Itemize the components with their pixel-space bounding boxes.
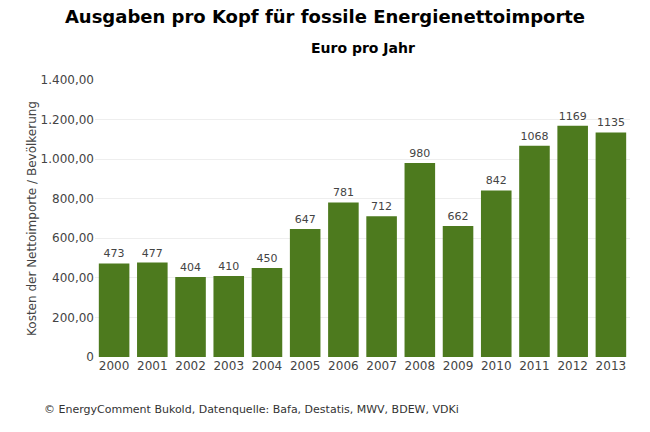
- svg-text:Euro pro Jahr: Euro pro Jahr: [311, 40, 415, 56]
- svg-text:800,00: 800,00: [52, 192, 94, 206]
- svg-text:410: 410: [218, 260, 239, 273]
- svg-text:200,00: 200,00: [52, 311, 94, 325]
- svg-text:2013: 2013: [596, 359, 627, 373]
- svg-text:0: 0: [86, 350, 94, 364]
- svg-text:2001: 2001: [137, 359, 168, 373]
- svg-text:2012: 2012: [557, 359, 588, 373]
- svg-text:2010: 2010: [481, 359, 512, 373]
- svg-text:1.200,00: 1.200,00: [41, 113, 94, 127]
- svg-text:2011: 2011: [519, 359, 550, 373]
- svg-text:477: 477: [142, 247, 163, 260]
- svg-text:1.000,00: 1.000,00: [41, 152, 94, 166]
- svg-text:1.400,00: 1.400,00: [41, 73, 94, 87]
- svg-text:600,00: 600,00: [52, 231, 94, 245]
- svg-text:980: 980: [409, 147, 430, 160]
- svg-text:404: 404: [180, 261, 201, 274]
- svg-text:2002: 2002: [175, 359, 206, 373]
- svg-text:Ausgaben pro Kopf für fossile: Ausgaben pro Kopf für fossile Energienet…: [65, 6, 585, 27]
- svg-text:450: 450: [256, 252, 277, 265]
- svg-text:842: 842: [486, 174, 507, 187]
- svg-text:2008: 2008: [405, 359, 436, 373]
- svg-text:2003: 2003: [213, 359, 244, 373]
- svg-text:781: 781: [333, 186, 354, 199]
- svg-text:400,00: 400,00: [52, 271, 94, 285]
- svg-text:473: 473: [104, 247, 125, 260]
- svg-text:2000: 2000: [99, 359, 130, 373]
- svg-text:1169: 1169: [559, 110, 587, 123]
- svg-text:2005: 2005: [290, 359, 321, 373]
- svg-text:2006: 2006: [328, 359, 359, 373]
- svg-text:2007: 2007: [366, 359, 397, 373]
- svg-text:712: 712: [371, 200, 392, 213]
- svg-text:Kosten der Nettoimporte / Bevö: Kosten der Nettoimporte / Bevölkerung: [25, 101, 39, 336]
- svg-text:2004: 2004: [252, 359, 283, 373]
- svg-text:1135: 1135: [597, 116, 625, 129]
- svg-text:647: 647: [295, 213, 316, 226]
- svg-text:662: 662: [448, 210, 469, 223]
- svg-text:© EnergyComment Bukold, Datenq: © EnergyComment Bukold, Datenquelle: Baf…: [44, 403, 459, 416]
- svg-text:2009: 2009: [443, 359, 474, 373]
- svg-text:1068: 1068: [520, 130, 548, 143]
